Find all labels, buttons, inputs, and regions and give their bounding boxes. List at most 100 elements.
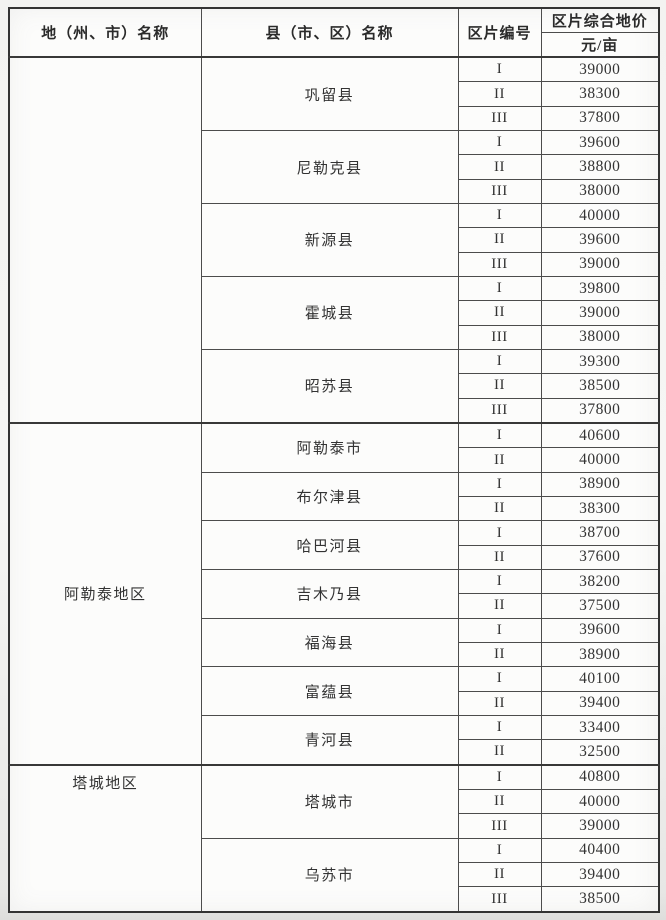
table-row: II 40000 — [9, 789, 660, 815]
zone-number-cell: II — [457, 641, 542, 668]
col-header-price: 区片综合地价 — [540, 7, 660, 33]
table-row: II 38900 — [9, 641, 660, 668]
zone-number-cell: I — [457, 348, 542, 375]
price-cell: 39400 — [540, 690, 660, 716]
table-row: III 38000 — [9, 324, 660, 350]
zone-number-cell: I — [457, 421, 542, 449]
prefecture-cell: 阿勒泰地区 — [8, 421, 202, 766]
table-row: II 37500 — [9, 593, 660, 619]
price-cell: 40000 — [540, 789, 660, 815]
table-row: II 40000 — [9, 447, 660, 473]
price-cell: 40000 — [540, 203, 660, 229]
zone-number-cell: II — [457, 862, 542, 888]
zone-number-cell: II — [457, 81, 542, 107]
zone-number-cell: III — [457, 251, 542, 277]
table-header: 地（州、市）名称 县（市、区）名称 区片编号 区片综合地价 元/亩 — [8, 7, 660, 58]
price-cell: 38700 — [540, 520, 660, 546]
zone-number-cell: III — [457, 324, 542, 350]
zone-number-cell: II — [457, 789, 542, 815]
zone-number-cell: I — [457, 837, 542, 864]
table-row: II 39000 — [9, 300, 660, 326]
county-cell: 哈巴河县 — [200, 520, 459, 570]
price-cell: 39800 — [540, 275, 660, 302]
zone-number-cell: I — [457, 568, 542, 595]
table-row: III 38000 — [9, 178, 660, 205]
price-cell: 38900 — [540, 471, 660, 498]
zone-number-cell: I — [457, 714, 542, 741]
table-row: III 37800 — [9, 397, 660, 424]
zone-number-cell: I — [457, 520, 542, 546]
prefecture-cell — [8, 56, 202, 424]
price-cell: 39400 — [540, 862, 660, 888]
price-cell: 39600 — [540, 227, 660, 253]
price-cell: 32500 — [540, 739, 660, 766]
land-price-table: 地（州、市）名称 县（市、区）名称 区片编号 区片综合地价 元/亩 巩留县 I 39… — [8, 7, 660, 913]
county-cell: 新源县 — [200, 203, 459, 277]
zone-number-cell: II — [457, 227, 542, 253]
table-row: III 39000 — [9, 813, 660, 839]
table-row: II 39400 — [9, 862, 660, 888]
county-cell: 巩留县 — [200, 56, 459, 132]
price-cell: 38300 — [540, 81, 660, 107]
table-row: II 38500 — [9, 373, 660, 399]
col-header-prefecture: 地（州、市）名称 — [8, 7, 202, 58]
price-cell: 37800 — [540, 397, 660, 424]
land-price-table-container: 地（州、市）名称 县（市、区）名称 区片编号 区片综合地价 元/亩 巩留县 I 39… — [8, 7, 660, 913]
zone-number-cell: I — [457, 617, 542, 643]
price-cell: 38200 — [540, 568, 660, 595]
price-cell: 33400 — [540, 714, 660, 741]
county-cell: 塔城市 — [200, 763, 459, 839]
table-row: 霍城县 I 39800 — [9, 275, 660, 350]
county-cell: 布尔津县 — [200, 471, 459, 522]
zone-number-cell: I — [457, 471, 542, 498]
price-cell: 39600 — [540, 130, 660, 156]
county-cell: 尼勒克县 — [200, 130, 459, 205]
price-cell: 37500 — [540, 593, 660, 619]
table-row: 阿勒泰地区 阿勒泰市 I 40600 — [8, 421, 660, 766]
price-cell: 40400 — [540, 837, 660, 864]
price-cell: 37600 — [540, 544, 660, 570]
zone-number-cell: II — [457, 690, 542, 716]
price-cell: 40100 — [540, 666, 660, 692]
table-row: 吉木乃县 I 38200 — [9, 568, 660, 619]
table-row: 福海县 I 39600 — [9, 617, 660, 668]
table-row: III 39000 — [9, 251, 660, 277]
zone-number-cell: II — [457, 739, 542, 766]
county-cell: 青河县 — [200, 714, 459, 766]
zone-number-cell: II — [457, 373, 542, 399]
table-row: II 38300 — [9, 496, 660, 522]
price-cell: 39300 — [540, 348, 660, 375]
zone-number-cell: II — [457, 154, 542, 180]
table-row: II 32500 — [9, 739, 660, 766]
zone-number-cell: I — [457, 56, 542, 83]
col-header-zone-number: 区片编号 — [457, 7, 542, 58]
table-row: II 39600 — [9, 227, 660, 253]
zone-number-cell: III — [457, 397, 542, 424]
price-cell: 38000 — [540, 324, 660, 350]
table-row: 新源县 I 40000 — [9, 203, 660, 277]
zone-number-cell: II — [457, 447, 542, 473]
table-row: 尼勒克县 I 39600 — [9, 130, 660, 205]
table-body: 巩留县 I 39000 II 38300 III 37800 尼勒克县 I 39600 II 3880… — [8, 56, 660, 913]
zone-number-cell: III — [457, 813, 542, 839]
zone-number-cell: II — [457, 593, 542, 619]
price-cell: 40000 — [540, 447, 660, 473]
table-row: 昭苏县 I 39300 — [9, 348, 660, 424]
price-cell: 38000 — [540, 178, 660, 205]
zone-number-cell: I — [457, 130, 542, 156]
price-cell: 40600 — [540, 421, 660, 449]
table-row: 乌苏市 I 40400 — [9, 837, 660, 913]
zone-number-cell: II — [457, 496, 542, 522]
county-cell: 霍城县 — [200, 275, 459, 350]
price-cell: 38300 — [540, 496, 660, 522]
table-row: II 38800 — [9, 154, 660, 180]
county-cell: 富蕴县 — [200, 666, 459, 716]
table-row: II 39400 — [9, 690, 660, 716]
price-cell: 38500 — [540, 373, 660, 399]
county-cell: 福海县 — [200, 617, 459, 668]
price-cell: 39000 — [540, 813, 660, 839]
county-cell: 阿勒泰市 — [200, 421, 459, 473]
zone-number-cell: II — [457, 544, 542, 570]
table-row: II 37600 — [9, 544, 660, 570]
price-cell: 40800 — [540, 763, 660, 791]
